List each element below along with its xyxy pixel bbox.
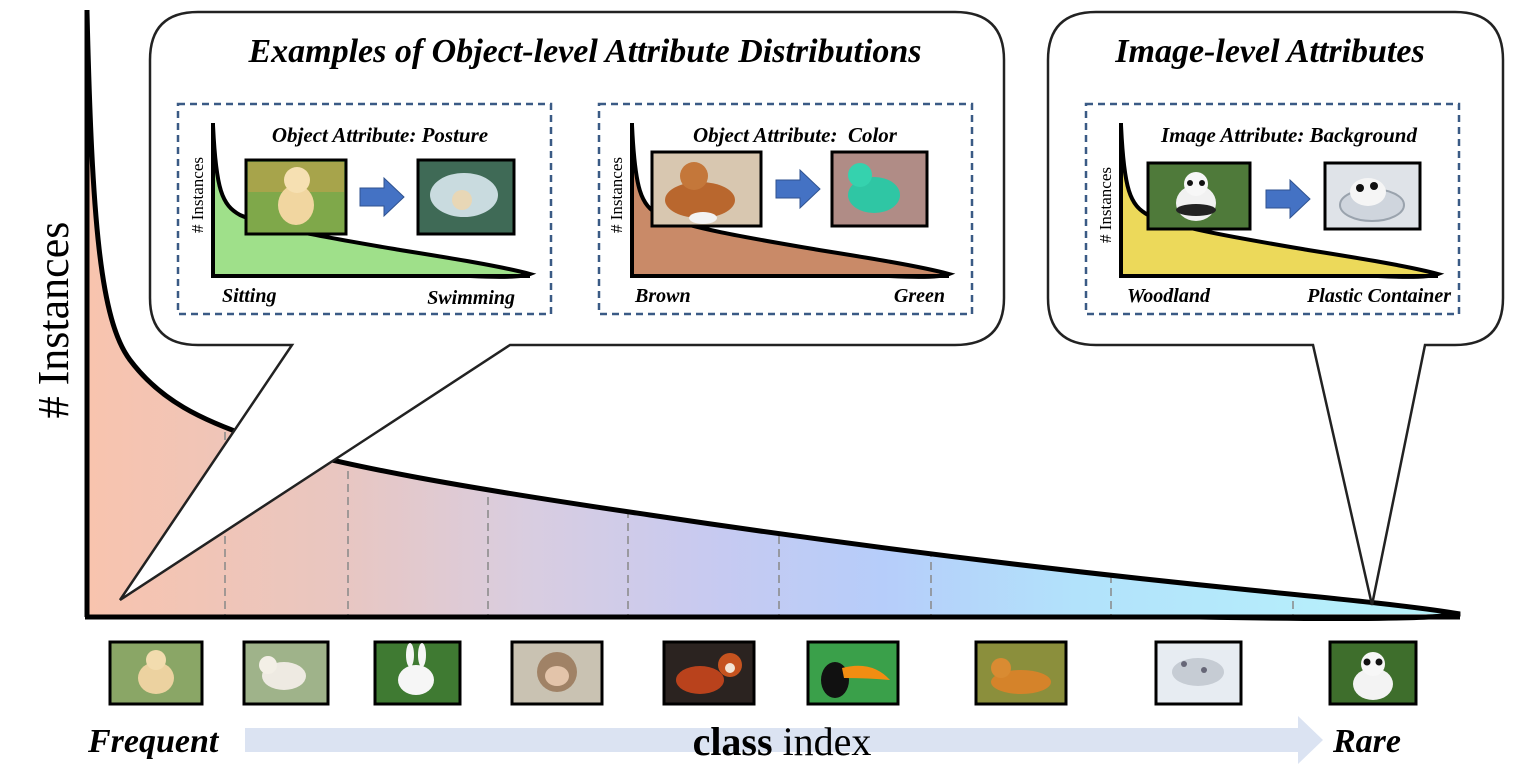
panda-container-photo xyxy=(1323,161,1422,231)
callout-bubble xyxy=(1046,10,1505,606)
puppy-sitting-photo xyxy=(244,158,348,236)
brown-dog-photo xyxy=(650,150,763,228)
class-thumbnails xyxy=(108,640,1418,706)
thumbnail-lamb xyxy=(242,640,330,706)
thumbnail-tiger xyxy=(974,640,1068,706)
mini-y-label: # Instances xyxy=(607,157,626,233)
left-attribute-label: Woodland xyxy=(1127,285,1211,307)
green-dog-photo xyxy=(830,150,929,228)
dashed-panel-border xyxy=(597,102,974,316)
y-axis-label: # Instances xyxy=(29,222,78,419)
frequent-label: Frequent xyxy=(87,723,220,760)
tail-curve xyxy=(84,11,1461,622)
dashed-panel-border xyxy=(1084,102,1461,316)
panda-woodland-photo xyxy=(1146,161,1252,231)
mini-distribution-fill xyxy=(632,125,949,276)
main-distribution xyxy=(84,10,1461,622)
right-attribute-label: Plastic Container xyxy=(1306,285,1451,307)
callout-title: Image-level Attributes xyxy=(1114,33,1424,70)
axis-arrow-shape xyxy=(245,716,1323,764)
thumbnail-toucan xyxy=(806,640,900,706)
thumbnail-puppy xyxy=(108,640,204,706)
callout-title: Examples of Object-level Attribute Distr… xyxy=(247,33,921,70)
thumbnail-panda xyxy=(1328,640,1418,706)
blue-arrow-icon xyxy=(1265,178,1311,220)
blue-arrow-icon xyxy=(359,176,405,218)
thumbnail-red-panda xyxy=(662,640,756,706)
thumbnail-macaque xyxy=(510,640,604,706)
x-axis-label-rest: index xyxy=(773,719,872,764)
posture-panel: # Instances Object Attribute: Posture Si… xyxy=(176,102,553,316)
left-attribute-label: Sitting xyxy=(222,285,276,307)
thumbnail-rabbit xyxy=(373,640,462,706)
panel-title: Object Attribute: Color xyxy=(693,123,898,147)
mini-distribution-fill xyxy=(1121,125,1438,276)
right-attribute-label: Green xyxy=(894,285,945,307)
rare-label: Rare xyxy=(1332,723,1401,760)
left-attribute-label: Brown xyxy=(634,285,691,307)
mini-distribution-fill xyxy=(213,125,530,276)
panel-title: Object Attribute: Posture xyxy=(272,123,488,147)
right-attribute-label: Swimming xyxy=(427,287,515,309)
mini-y-label: # Instances xyxy=(1096,167,1115,243)
mini-y-label: # Instances xyxy=(188,157,207,233)
color-panel: # Instances Object Attribute: Color Brow… xyxy=(597,102,974,316)
blue-arrow-icon xyxy=(775,168,821,210)
thumbnail-snow-leopard xyxy=(1154,640,1243,706)
object-level-callout: Examples of Object-level Attribute Distr… xyxy=(118,10,1006,602)
dashed-panel-border xyxy=(176,102,553,316)
dog-swimming-photo xyxy=(416,158,516,236)
x-axis-label: class index xyxy=(693,719,872,764)
class-index-arrow: Frequent Rare class index xyxy=(87,716,1401,764)
panel-title: Image Attribute: Background xyxy=(1160,123,1417,147)
image-level-callout: Image-level Attributes # Instances Image… xyxy=(1046,10,1505,606)
background-panel: # Instances Image Attribute: Background … xyxy=(1084,102,1461,316)
x-axis-label-bold: class xyxy=(693,719,773,764)
